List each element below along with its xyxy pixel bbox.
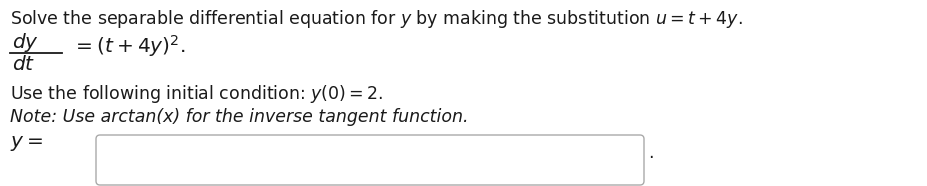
Text: $dy$: $dy$ [12, 31, 39, 54]
Text: $= (t + 4y)^2.$: $= (t + 4y)^2.$ [72, 33, 185, 59]
Text: Use the following initial condition: $y(0) = 2.$: Use the following initial condition: $y(… [10, 83, 384, 105]
Text: .: . [648, 144, 654, 162]
Text: Note: Use arctan(x) for the inverse tangent function.: Note: Use arctan(x) for the inverse tang… [10, 108, 468, 126]
Text: $dt$: $dt$ [12, 55, 35, 74]
Text: $y =$: $y =$ [10, 134, 43, 153]
Text: Solve the separable differential equation for $y$ by making the substitution $u : Solve the separable differential equatio… [10, 8, 743, 30]
FancyBboxPatch shape [96, 135, 644, 185]
